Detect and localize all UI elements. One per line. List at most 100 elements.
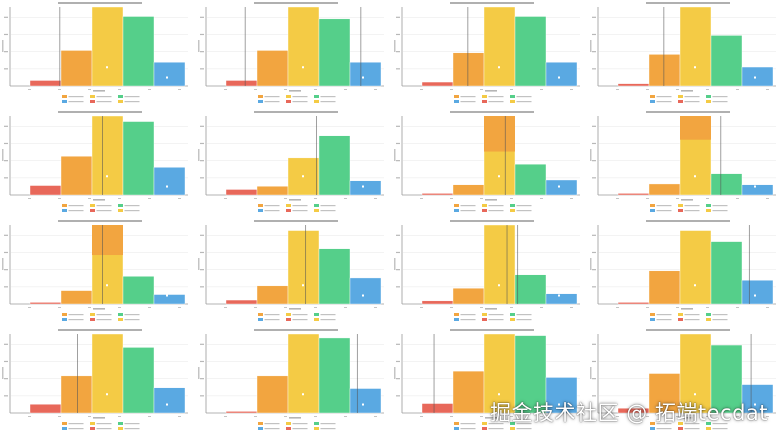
bar (679, 6, 712, 87)
legend-label (516, 205, 532, 207)
bar (421, 81, 454, 87)
bar-marker (302, 393, 304, 396)
bar-marker (694, 66, 696, 69)
y-tick-label (592, 68, 596, 70)
bar (617, 83, 650, 87)
bar-marker (302, 66, 304, 69)
legend-swatch (678, 204, 683, 207)
bar (91, 333, 124, 414)
bar (287, 333, 320, 414)
legend-label (292, 319, 308, 321)
y-axis-label (590, 258, 592, 270)
legend-swatch (650, 313, 655, 316)
x-tick-label (736, 89, 739, 90)
legend-label (320, 428, 336, 430)
x-tick-label (88, 89, 91, 90)
x-tick-label (706, 198, 709, 199)
legend-swatch (62, 422, 67, 425)
legend-swatch (90, 95, 95, 98)
chart-panel (198, 2, 384, 103)
legend-swatch (454, 95, 459, 98)
x-tick-label (676, 416, 679, 417)
legend-swatch (286, 209, 291, 212)
legend-swatch (650, 422, 655, 425)
legend-label (264, 319, 280, 321)
x-tick-label (374, 89, 377, 90)
bar (225, 411, 258, 414)
legend-label (96, 205, 112, 207)
y-tick-label (396, 251, 400, 254)
y-tick-label (592, 142, 596, 145)
legend-swatch (706, 204, 711, 207)
legend-swatch (90, 204, 95, 207)
y-tick-label (592, 125, 596, 127)
legend-label (488, 423, 504, 425)
x-tick-label (570, 307, 573, 308)
chart-panel (590, 220, 776, 321)
legend-swatch (706, 313, 711, 316)
x-tick-label (224, 416, 227, 417)
bar-stack-top (680, 116, 711, 140)
legend-swatch (118, 427, 123, 430)
bar-marker (558, 185, 560, 188)
y-axis-label (394, 367, 396, 379)
y-tick-label (4, 269, 8, 271)
y-axis-label (198, 258, 200, 270)
x-tick-label (676, 307, 679, 308)
x-tick-label (570, 89, 573, 90)
bar-marker (498, 284, 500, 287)
legend-label (68, 101, 84, 103)
legend-swatch (510, 209, 515, 212)
legend-swatch (678, 209, 683, 212)
x-tick-label (284, 307, 287, 308)
bar (256, 285, 289, 305)
legend-label (292, 205, 308, 207)
y-axis-label (394, 149, 396, 161)
y-tick-label (396, 125, 400, 127)
bar (29, 185, 62, 196)
y-axis-label (590, 367, 592, 379)
bar-marker (106, 175, 108, 178)
y-tick-label (396, 16, 400, 18)
x-tick-label (616, 89, 619, 90)
legend-swatch (90, 100, 95, 103)
y-tick-label (4, 234, 8, 236)
legend-label (96, 101, 112, 103)
legend-swatch (510, 313, 515, 316)
legend-label (460, 314, 476, 316)
legend-label (68, 314, 84, 316)
y-tick-label (592, 378, 596, 380)
bar (349, 180, 382, 196)
y-tick-label (396, 360, 400, 363)
bar (545, 62, 578, 87)
y-tick-label (200, 343, 204, 345)
legend-label (292, 314, 308, 316)
bar (225, 299, 258, 305)
legend-label (712, 210, 728, 212)
x-tick-label (766, 89, 769, 90)
legend-swatch (650, 100, 655, 103)
bar-marker (166, 294, 168, 297)
x-tick-label (284, 198, 287, 199)
legend-swatch (510, 318, 515, 321)
legend-label (656, 314, 672, 316)
chart-title-line (450, 2, 534, 4)
x-tick-label (616, 307, 619, 308)
legend-label (320, 319, 336, 321)
x-tick-label (118, 89, 121, 90)
legend-swatch (90, 422, 95, 425)
legend-label (712, 314, 728, 316)
x-tick-label (58, 416, 61, 417)
x-axis-label (93, 199, 105, 201)
x-tick-label (178, 198, 181, 199)
legend-label (68, 96, 84, 98)
legend-label (488, 96, 504, 98)
y-tick-label (4, 378, 8, 380)
x-tick-label (676, 89, 679, 90)
bar (648, 270, 681, 305)
bar (225, 189, 258, 196)
legend-label (656, 210, 672, 212)
legend-label (96, 96, 112, 98)
y-axis-label (198, 149, 200, 161)
x-tick-label (480, 416, 483, 417)
